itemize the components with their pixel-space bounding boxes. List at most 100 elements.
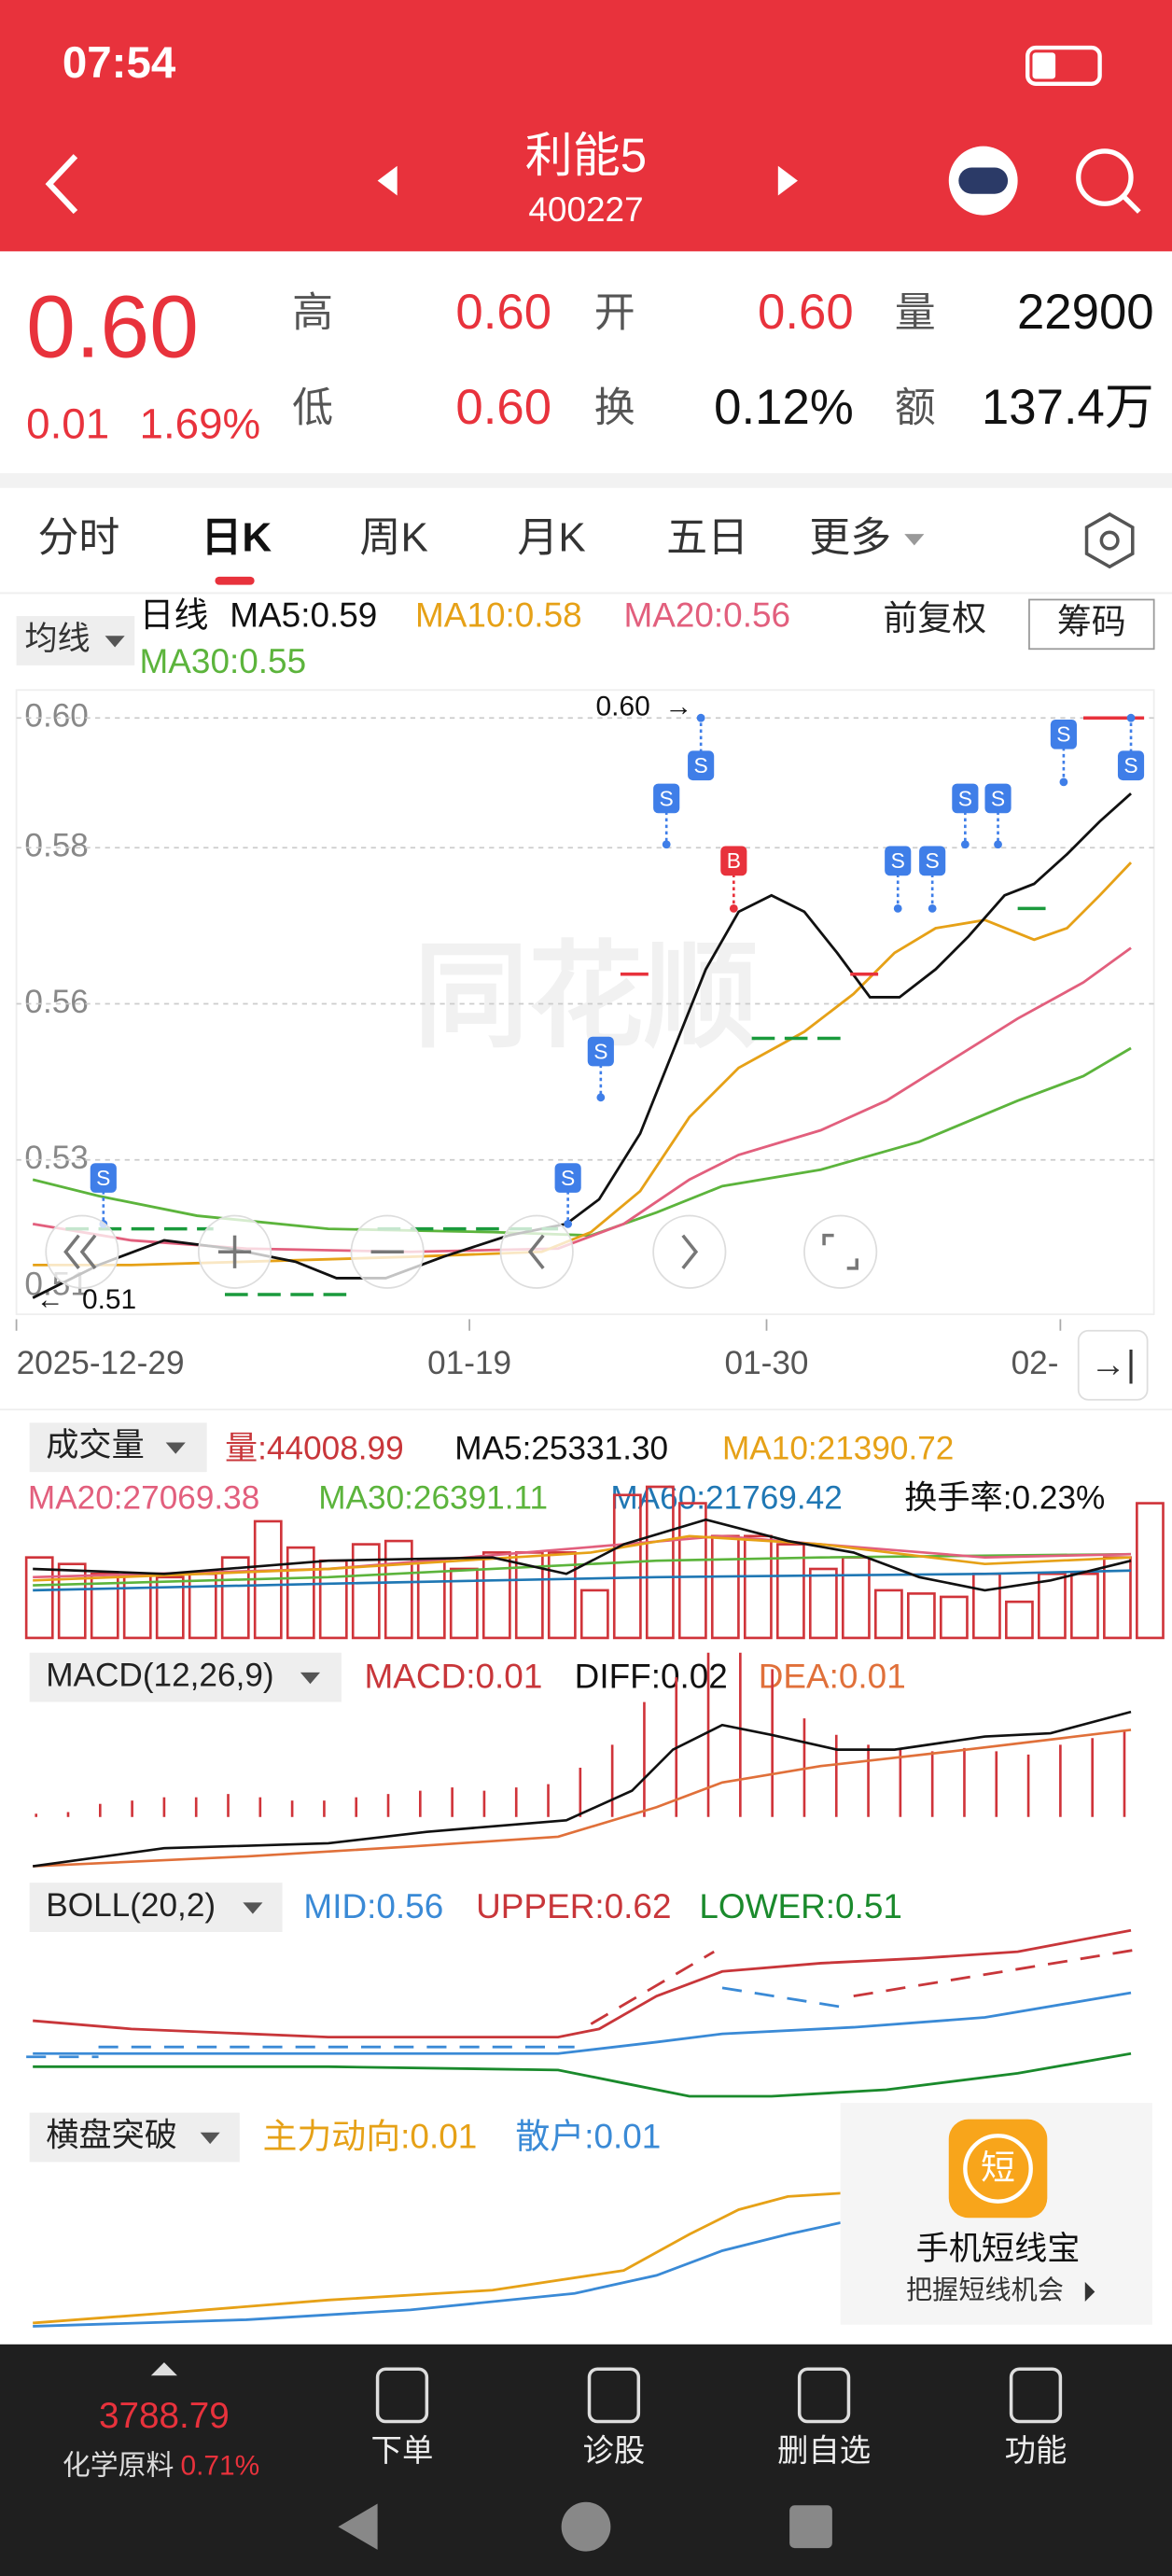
diff-line bbox=[33, 1712, 1131, 1866]
volume-legend-item: MA30:26391.11 bbox=[318, 1479, 548, 1516]
tab[interactable]: 更多 bbox=[809, 515, 891, 561]
field-value: 22900 bbox=[1017, 285, 1154, 340]
sys-recent[interactable] bbox=[789, 2505, 832, 2548]
tab[interactable]: 分时 bbox=[37, 515, 119, 561]
tab[interactable]: 月K bbox=[517, 515, 585, 561]
signal-label: S bbox=[991, 786, 1005, 810]
signal-label: S bbox=[1056, 722, 1070, 747]
high-arrow: → bbox=[664, 692, 692, 722]
field-value: 0.60 bbox=[455, 380, 551, 435]
volume-bar bbox=[908, 1593, 934, 1638]
period-label: 日线 bbox=[140, 596, 209, 635]
signal-label: B bbox=[727, 848, 741, 873]
separator bbox=[0, 473, 1172, 488]
field-label: 开 bbox=[594, 290, 635, 336]
signal-label: S bbox=[561, 1166, 575, 1190]
quote-fields: 高0.60开0.60量22900低0.60换0.12%额137.4万 bbox=[292, 285, 1154, 435]
change: 0.01 bbox=[26, 400, 109, 448]
tab[interactable]: 周K bbox=[360, 515, 428, 561]
ma-selector-label: 均线 bbox=[24, 621, 90, 657]
sys-home[interactable] bbox=[562, 2502, 611, 2552]
jump-icon: →| bbox=[1090, 1345, 1136, 1385]
nav-label[interactable]: 下单 bbox=[371, 2434, 434, 2469]
screen: 07:54 利能5 400227 0.60 0.01 1.69% 高0.60开0… bbox=[0, 0, 1172, 2576]
candle bbox=[591, 1952, 714, 2023]
hengpan-title: 横盘突破 bbox=[46, 2117, 177, 2153]
volume-bar bbox=[810, 1569, 836, 1638]
signal-dot bbox=[730, 904, 738, 913]
scroll-right[interactable] bbox=[653, 1216, 725, 1288]
upper-line bbox=[33, 1930, 1131, 2037]
signal-label: S bbox=[96, 1166, 110, 1190]
signal-label: S bbox=[660, 786, 674, 810]
x-tick-label: 01-30 bbox=[725, 1345, 809, 1381]
boll-candles bbox=[26, 1949, 1144, 2057]
y-tick-label: 0.53 bbox=[24, 1140, 88, 1176]
high-note: 0.60 bbox=[596, 692, 650, 722]
status-time: 07:54 bbox=[63, 38, 176, 88]
volume-bar bbox=[451, 1569, 477, 1638]
boll-upper: UPPER:0.62 bbox=[476, 1887, 671, 1925]
ma30-line bbox=[33, 1554, 1131, 1585]
mid-line bbox=[33, 1993, 1131, 2053]
y-tick-label: 0.60 bbox=[24, 697, 88, 734]
more-arrow bbox=[904, 534, 924, 545]
settings-button[interactable] bbox=[1087, 514, 1133, 567]
ad-icon-label: 短 bbox=[981, 2149, 1015, 2187]
boll-lines bbox=[33, 1930, 1131, 2096]
index-value: 3788.79 bbox=[99, 2396, 230, 2436]
nav-label[interactable]: 功能 bbox=[1005, 2434, 1067, 2469]
signal-label: S bbox=[891, 848, 905, 873]
volume-legend-item: 量:44008.99 bbox=[225, 1431, 404, 1467]
volume-bar bbox=[745, 1536, 771, 1638]
y-tick-label: 0.56 bbox=[24, 984, 88, 1020]
signal-dot bbox=[564, 1220, 572, 1228]
field-label: 额 bbox=[895, 385, 936, 431]
volume-title: 成交量 bbox=[46, 1427, 145, 1463]
boll-mid: MID:0.56 bbox=[303, 1887, 443, 1925]
tab[interactable]: 五日 bbox=[666, 515, 748, 561]
ma30: MA30:0.55 bbox=[140, 642, 307, 680]
page: 07:54 利能5 400227 0.60 0.01 1.69% 高0.60开0… bbox=[0, 0, 1172, 2576]
field-value: 0.60 bbox=[758, 285, 854, 340]
signal-dot bbox=[994, 840, 1002, 848]
volume-bar bbox=[843, 1558, 869, 1638]
volume-bar bbox=[353, 1545, 379, 1638]
signal-dot bbox=[596, 1093, 605, 1101]
period-tabs: 分时 日K 周K 月K 五日 更多 bbox=[37, 515, 924, 561]
field-label: 低 bbox=[292, 385, 333, 431]
ma5: MA5:0.59 bbox=[230, 596, 377, 635]
signal-label: S bbox=[1123, 753, 1137, 777]
field-value: 137.4万 bbox=[982, 380, 1154, 435]
scroll-left[interactable] bbox=[501, 1216, 573, 1288]
volume-bar bbox=[941, 1597, 967, 1638]
sector-pct: 0.71% bbox=[181, 2451, 260, 2482]
signal-label: S bbox=[926, 848, 940, 873]
nav-label[interactable]: 诊股 bbox=[582, 2434, 645, 2469]
robot-face bbox=[958, 168, 1008, 194]
volume-legend-item: MA20:27069.38 bbox=[28, 1479, 259, 1516]
volume-bar bbox=[712, 1536, 738, 1638]
volume-bar bbox=[483, 1552, 509, 1638]
macd-value: MACD:0.01 bbox=[365, 1658, 543, 1696]
fullscreen[interactable] bbox=[804, 1216, 876, 1288]
tab[interactable]: 日K bbox=[201, 515, 272, 561]
low-arrow: ← bbox=[36, 1284, 64, 1315]
signal-dot bbox=[961, 840, 970, 848]
signal-label: S bbox=[694, 753, 708, 777]
main-force-line bbox=[33, 2193, 840, 2323]
volume-legend-item: MA60:21769.42 bbox=[610, 1479, 842, 1516]
volume-bar bbox=[385, 1541, 412, 1638]
date-axis: 2025-12-2901-1901-3002- bbox=[17, 1319, 1061, 1381]
volume-bar bbox=[1137, 1504, 1163, 1638]
volume-bar bbox=[1039, 1574, 1065, 1638]
signal-dot bbox=[1060, 777, 1068, 786]
signal-dot bbox=[894, 904, 902, 913]
volume-legend-item: MA10:21390.72 bbox=[722, 1431, 954, 1467]
ma30-line bbox=[33, 1048, 1131, 1236]
retail: 散户:0.01 bbox=[515, 2118, 661, 2156]
nav-label[interactable]: 删自选 bbox=[777, 2434, 871, 2469]
x-tick-label: 2025-12-29 bbox=[17, 1345, 185, 1381]
adjust-label[interactable]: 前复权 bbox=[883, 599, 986, 637]
main-force: 主力动向:0.01 bbox=[262, 2118, 477, 2156]
